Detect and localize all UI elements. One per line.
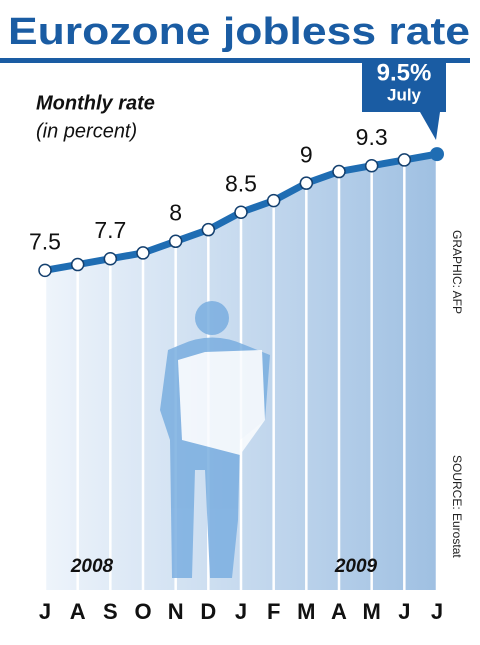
x-tick-label: N [168,599,184,624]
callout-annotation: July [387,85,422,104]
x-tick-label: J [431,599,443,624]
point [234,205,248,219]
title-rule [0,58,470,63]
x-tick-label: J [398,599,410,624]
year-label: 2009 [334,556,378,577]
point [364,158,379,173]
chart-title: Eurozone jobless rate [8,11,470,53]
credit: GRAPHIC: AFP [450,230,464,314]
point [397,153,412,167]
year-label: 2008 [70,556,114,577]
point [201,222,216,237]
x-tick-label: M [297,599,315,624]
x-tick-label: A [70,599,86,624]
data-label: 8 [169,199,182,225]
data-label: 9.3 [356,124,388,150]
x-tick-label: J [235,599,247,624]
x-tick-label: S [103,599,118,624]
data-label: 8.5 [225,170,257,196]
point [38,263,52,278]
reader-silhouette [160,301,270,578]
x-tick-label: D [200,599,216,624]
point [299,176,314,190]
data-label: 7.7 [94,217,126,243]
x-tick-label: M [363,599,381,624]
source: SOURCE: Eurostat [450,455,464,558]
point [103,251,118,266]
point [266,193,281,208]
data-label: 9 [300,141,313,167]
point [332,164,346,179]
data-label: 7.5 [29,228,61,254]
point [70,257,85,272]
point [136,246,150,260]
data-label: 9.5% [377,59,432,86]
subtitle: Monthly rate [36,92,155,114]
unit-note: (in percent) [36,120,137,142]
x-tick-label: A [331,599,347,624]
point [168,234,183,249]
callout: July [362,60,446,140]
callout-box [362,60,446,140]
x-tick-label: O [134,599,151,624]
point [430,147,444,162]
x-tick-label: F [267,599,280,624]
x-tick-label: J [39,599,51,624]
